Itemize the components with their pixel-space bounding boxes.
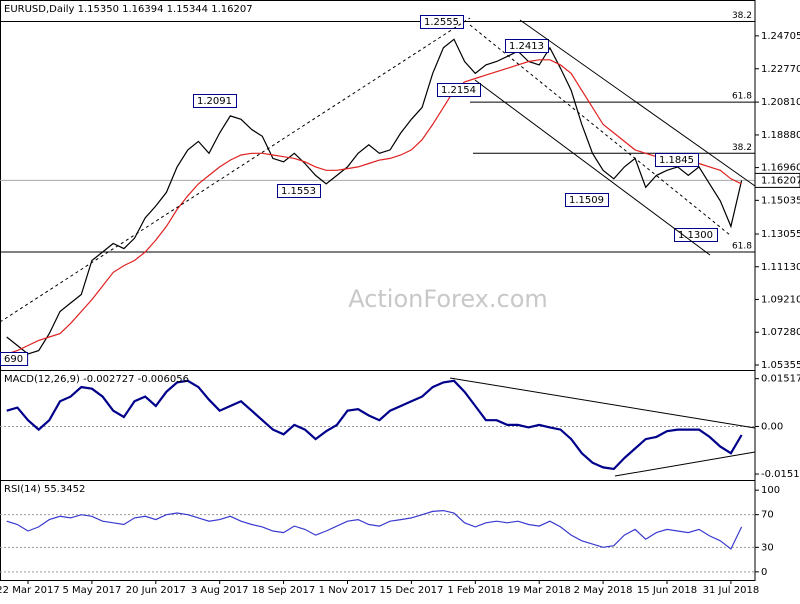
x-tick-label: 20 Jun 2017 [126,585,186,596]
last-price-label: 1.16207 [761,175,800,186]
annotation-box [655,153,699,167]
last-price-tag [754,172,800,188]
x-tick-label: 15 Dec 2017 [379,585,443,596]
series-line [6,509,743,550]
x-tick-label: 1 Feb 2018 [447,585,503,596]
annotation-box [565,193,609,207]
price-annotation: 1.2555 [424,17,459,28]
price-annotation: 1.1300 [678,230,713,241]
x-tick-label: 2 May 2018 [574,585,633,596]
fib-label: 61.8 [732,241,752,251]
price-annotation: 1.1509 [569,195,604,206]
x-tick-label: 5 May 2017 [62,585,121,596]
annotation-box [674,228,718,242]
price-annotation: 1.1553 [281,186,316,197]
annotation-box [0,352,29,366]
y-tick-label: 0.00 [761,421,783,432]
y-tick-label: 1.07280 [761,327,800,338]
series-line [6,59,742,355]
panel-title: EURUSD,Daily 1.15350 1.16394 1.15344 1.1… [4,4,253,15]
y-tick-label: 1.15035 [761,195,800,206]
series-line [6,379,743,471]
annotation-box [505,39,549,53]
x-tick-label: 22 Mar 2017 [0,585,60,596]
y-tick-label: -0.015105 [761,469,800,480]
y-tick-label: 1.16960 [761,163,800,174]
y-tick-label: 70 [761,510,774,521]
x-tick-label: 31 Jul 2018 [703,585,760,596]
channel-line [474,79,711,256]
y-tick-label: 1.22770 [761,64,800,75]
y-tick-label: 30 [761,542,774,553]
y-tick-label: 100 [761,485,780,496]
y-tick-label: 1.18880 [761,130,800,141]
x-tick-label: 3 Aug 2017 [191,585,249,596]
x-tick-label: 18 Sep 2017 [252,585,315,596]
y-tick-label: 1.09210 [761,294,800,305]
price-annotation: 1.2091 [197,96,232,107]
y-tick-label: 1.20810 [761,97,800,108]
fib-label: 61.8 [732,92,752,102]
y-tick-label: 0 [761,567,767,578]
fib-label: 38.2 [732,143,752,153]
y-tick-label: 1.24705 [761,31,800,42]
series-line [6,38,743,355]
annotation-box [193,94,237,108]
price-annotation: 1.2154 [441,85,476,96]
macd-trend-line [449,377,756,429]
channel-line [519,19,756,187]
y-tick-label: 1.11130 [761,262,800,273]
x-tick-label: 15 Jun 2018 [637,585,697,596]
x-tick-label: 19 Mar 2018 [507,585,570,596]
panel-title: RSI(14) 55.3452 [4,484,85,495]
trend-line [469,24,731,236]
annotation-box [277,184,321,198]
watermark: ActionForex.com [348,285,548,313]
y-tick-label: 0.015176 [761,374,800,385]
macd-trend-line [614,451,756,477]
panel-title: MACD(12,26,9) -0.002727 -0.006056 [4,374,189,385]
price-annotation: 1.1845 [659,155,694,166]
price-annotation: 1.2413 [509,41,544,52]
y-tick-label: 1.13055 [761,229,800,240]
x-tick-label: 1 Nov 2017 [319,585,377,596]
fib-label: 38.2 [732,11,752,21]
y-tick-label: 1.05355 [761,360,800,371]
annotation-box [437,83,481,97]
price-annotation: 690 [4,354,23,365]
